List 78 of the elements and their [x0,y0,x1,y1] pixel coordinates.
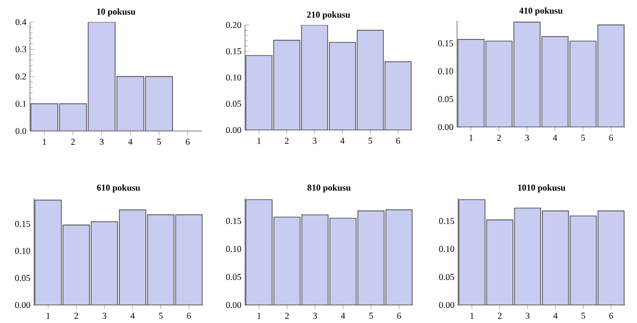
y-tick-label: 0.10 [438,68,454,74]
bar [119,210,146,305]
y-tick-label: 0.05 [438,96,454,102]
y-tick-label: 0.10 [226,74,242,81]
y-tick-label: 0.00 [438,124,454,130]
x-tick-label: 1 [258,312,261,319]
x-tick-label: 3 [312,138,316,144]
y-tick-label: 0.15 [226,48,242,54]
y-tick-label: 0.00 [15,302,30,308]
x-tick-label: 6 [396,138,400,144]
x-tick-label: 2 [285,312,289,319]
x-tick-label: 3 [100,138,104,145]
y-tick-label: 0.00 [226,126,242,134]
bar [569,40,597,127]
bar [90,221,118,305]
bar [597,24,625,127]
chart-title: 810 pokusu [307,184,351,192]
y-tick-label: 0.15 [15,220,30,227]
x-tick-label: 1 [42,138,46,145]
y-tick-label: 0.10 [15,248,30,254]
x-tick-label: 4 [130,312,135,319]
x-tick-label: 2 [497,134,501,141]
x-tick-label: 6 [186,138,190,145]
y-tick-label: 0.10 [226,246,242,252]
chart-title: 210 pokusu [307,11,350,20]
chart-title: 410 pokusu [519,7,563,16]
chart-title: 610 pokusu [97,184,140,192]
x-tick-label: 1 [470,312,474,319]
x-tick-label: 6 [187,312,191,319]
x-tick-label: 4 [128,138,132,145]
x-tick-label: 6 [609,312,614,319]
x-tick-label: 6 [609,134,613,141]
y-tick-label: 0.1 [16,100,26,107]
x-tick-label: 1 [257,138,261,144]
y-tick-label: 0.15 [226,218,242,224]
y-tick-label: 0.05 [439,274,454,280]
x-tick-label: 5 [582,312,586,319]
x-tick-label: 4 [552,134,558,141]
y-tick-label: 0.0 [16,128,26,134]
y-tick-label: 0.05 [226,274,242,280]
x-tick-label: 1 [470,134,473,141]
x-tick-label: 3 [526,312,530,319]
y-tick-label: 0.00 [226,302,242,308]
y-tick-label: 0.4 [16,18,26,26]
y-tick-label: 0.05 [226,100,242,107]
x-tick-label: 2 [498,312,502,319]
x-tick-label: 2 [284,138,288,144]
bar [62,224,90,305]
x-tick-label: 3 [525,134,529,141]
x-tick-label: 3 [102,312,106,319]
bar [514,22,541,127]
x-tick-label: 5 [368,138,372,144]
y-tick-label: 0.15 [439,218,454,224]
x-tick-label: 4 [340,138,345,144]
y-tick-label: 0.00 [439,302,454,308]
bar [175,214,203,305]
x-tick-label: 5 [157,138,161,145]
y-tick-label: 0.15 [438,40,454,46]
x-tick-label: 1 [46,312,50,319]
y-tick-label: 0.05 [15,274,30,282]
x-tick-label: 3 [313,312,317,319]
x-tick-label: 6 [397,312,401,319]
x-tick-label: 2 [74,312,78,319]
x-tick-label: 2 [71,138,75,145]
y-tick-label: 0.2 [16,73,26,80]
x-tick-label: 4 [340,312,346,319]
y-tick-label: 0.10 [439,246,454,252]
x-tick-label: 5 [581,134,585,141]
x-tick-label: 4 [553,312,558,319]
bar [542,36,569,127]
x-tick-label: 5 [369,312,373,319]
x-tick-label: 5 [159,312,163,319]
chart-title: 1010 pokusu [518,184,566,192]
bar [147,214,174,305]
y-tick-label: 0.20 [226,22,242,28]
bar [486,40,513,127]
chart-title: 10 pokusu [97,8,136,16]
y-tick-label: 0.3 [16,46,26,52]
